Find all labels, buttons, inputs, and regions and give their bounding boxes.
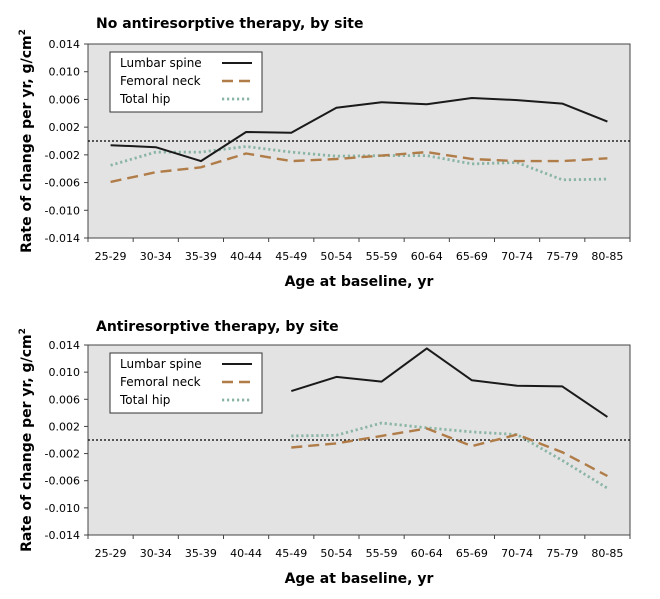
y-tick-label: -0.002: [45, 448, 80, 461]
x-tick-label: 45-49: [275, 547, 307, 560]
y-tick-label: -0.002: [45, 149, 80, 162]
x-tick-label: 55-59: [366, 250, 398, 263]
y-tick-label: -0.010: [45, 204, 80, 217]
y-axis-title-superscript: 2: [18, 328, 28, 334]
chart-title: Antiresorptive therapy, by site: [96, 319, 339, 335]
x-tick-label: 30-34: [140, 547, 172, 560]
x-tick-label: 40-44: [230, 547, 262, 560]
y-tick-label: -0.006: [45, 475, 80, 488]
legend-label: Total hip: [119, 92, 170, 106]
x-tick-label: 60-64: [411, 250, 443, 263]
chart-title: No antiresorptive therapy, by site: [96, 16, 363, 32]
x-tick-label: 65-69: [456, 250, 488, 263]
x-tick-label: 65-69: [456, 547, 488, 560]
series-line-femoral-neck: [110, 150, 608, 184]
legend-label: Femoral neck: [120, 375, 201, 389]
y-tick-label: 0.002: [49, 121, 81, 134]
series-line-femoral-neck: [291, 427, 608, 478]
chart-panel-1: No antiresorptive therapy, by site 0.014 0…: [18, 16, 631, 290]
legend-label: Lumbar spine: [120, 56, 202, 70]
y-tick-label: 0.006: [49, 393, 81, 406]
y-tick-label: -0.006: [45, 177, 80, 190]
x-tick-label: 80-85: [591, 250, 623, 263]
y-axis-title-text: Rate of change per yr, g/cm: [19, 334, 35, 551]
y-axis-title-superscript: 2: [18, 29, 28, 35]
series-line-total-hip: [291, 421, 609, 490]
legend-label: Total hip: [119, 393, 170, 407]
x-tick-label: 25-29: [95, 547, 127, 560]
x-axis-title: Age at baseline, yr: [285, 571, 434, 587]
x-tick-label: 55-59: [366, 547, 398, 560]
series-line-total-hip: [110, 145, 608, 182]
y-tick-label: 0.010: [49, 366, 81, 379]
y-axis-title-text: Rate of change per yr, g/cm: [19, 35, 35, 252]
legend-label: Lumbar spine: [120, 357, 202, 371]
y-tick-label: -0.014: [45, 232, 80, 245]
y-tick-label: 0.014: [49, 38, 81, 51]
y-tick-label: 0.006: [49, 93, 81, 106]
x-tick-label: 80-85: [591, 547, 623, 560]
chart-panel-2: Antiresorptive therapy, by site 0.014 0.01…: [18, 319, 631, 587]
x-tick-label: 75-79: [546, 250, 578, 263]
x-tick-label: 35-39: [185, 547, 217, 560]
series-line-lumbar-spine: [110, 97, 608, 163]
y-axis-title: Rate of change per yr, g/cm2: [18, 29, 35, 253]
x-tick-label: 40-44: [230, 250, 262, 263]
x-tick-label: 70-74: [501, 250, 533, 263]
x-tick-label: 70-74: [501, 547, 533, 560]
x-tick-label: 50-54: [320, 250, 352, 263]
x-tick-label: 25-29: [95, 250, 127, 263]
y-tick-label: -0.014: [45, 529, 80, 542]
y-tick-label: -0.010: [45, 502, 80, 515]
x-tick-label: 50-54: [320, 547, 352, 560]
legend-label: Femoral neck: [120, 74, 201, 88]
y-axis-title: Rate of change per yr, g/cm2: [18, 328, 35, 552]
x-tick-label: 35-39: [185, 250, 217, 263]
y-tick-label: 0.014: [49, 339, 81, 352]
series-line-lumbar-spine: [290, 347, 608, 418]
x-tick-label: 45-49: [275, 250, 307, 263]
x-tick-label: 60-64: [411, 547, 443, 560]
x-tick-label: 75-79: [546, 547, 578, 560]
x-axis-title: Age at baseline, yr: [285, 274, 434, 290]
y-tick-label: 0.002: [49, 420, 81, 433]
y-tick-label: 0.010: [49, 66, 81, 79]
x-tick-label: 30-34: [140, 250, 172, 263]
